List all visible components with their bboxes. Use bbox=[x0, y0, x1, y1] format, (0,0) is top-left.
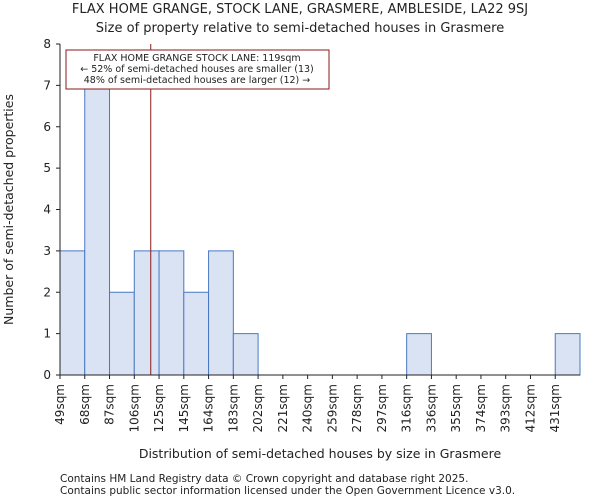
bar-106sqm bbox=[133, 250, 160, 376]
x-tick-label: 259sqm bbox=[325, 384, 339, 432]
chart-title-address: FLAX HOME GRANGE, STOCK LANE, GRASMERE, … bbox=[71, 2, 529, 17]
x-ticks: 49sqm 68sqm 87sqm 106sqm 125sqm 145sqm 164sqm 1… bbox=[53, 375, 562, 432]
y-tick-label: 8 bbox=[43, 37, 51, 51]
y-tick-label: 5 bbox=[43, 161, 51, 175]
footer-copyright: Contains HM Land Registry data © Crown c… bbox=[60, 473, 469, 485]
x-tick-label: 393sqm bbox=[499, 384, 513, 432]
chart-title: Size of property relative to semi-detach… bbox=[95, 21, 505, 36]
bar-316sqm bbox=[406, 333, 432, 376]
x-tick-label: 374sqm bbox=[474, 384, 488, 432]
y-tick-label: 4 bbox=[43, 203, 51, 217]
annotation-line-3: 48% of semi-detached houses are larger (… bbox=[84, 75, 311, 86]
annotation-line-1: FLAX HOME GRANGE STOCK LANE: 119sqm bbox=[93, 53, 300, 64]
x-tick-label: 49sqm bbox=[53, 384, 67, 425]
bars-group bbox=[59, 84, 581, 376]
y-tick-label: 7 bbox=[43, 78, 51, 92]
x-tick-label: 68sqm bbox=[78, 384, 92, 425]
x-tick-label: 355sqm bbox=[449, 384, 463, 432]
x-tick-label: 336sqm bbox=[424, 384, 438, 432]
x-tick-label: 106sqm bbox=[127, 384, 141, 432]
x-tick-label: 221sqm bbox=[276, 384, 290, 432]
annotation-border bbox=[65, 49, 330, 90]
x-tick-label: 87sqm bbox=[103, 384, 117, 425]
bar-68sqm bbox=[84, 84, 111, 376]
x-tick-label: 240sqm bbox=[301, 384, 315, 432]
x-tick-label: 183sqm bbox=[226, 384, 240, 432]
x-tick-label: 412sqm bbox=[523, 384, 537, 432]
x-tick-label: 164sqm bbox=[202, 384, 216, 432]
x-axis-label: Distribution of semi-detached houses by … bbox=[139, 446, 502, 461]
annotation-box: FLAX HOME GRANGE STOCK LANE: 119sqm ← 52… bbox=[65, 49, 330, 90]
y-ticks: 0 1 2 3 4 5 6 7 8 bbox=[43, 37, 60, 382]
y-tick-label: 2 bbox=[43, 285, 51, 299]
x-tick-label: 297sqm bbox=[375, 384, 389, 432]
y-axis-label: Number of semi-detached properties bbox=[1, 94, 16, 325]
y-tick-label: 3 bbox=[43, 244, 51, 258]
bar-125sqm bbox=[158, 250, 185, 376]
bar-145sqm bbox=[183, 291, 210, 376]
bar-49sqm bbox=[59, 250, 86, 376]
x-tick-label: 125sqm bbox=[152, 384, 166, 432]
x-tick-label: 431sqm bbox=[548, 384, 562, 432]
bar-87sqm bbox=[109, 291, 135, 376]
histogram-chart: 0 1 2 3 4 5 6 7 8 49sqm 68sqm 87sqm 106sqm 125sqm 145… bbox=[1, 37, 581, 461]
annotation-line-2: ← 52% of semi-detached houses are smalle… bbox=[80, 64, 314, 75]
x-tick-label: 316sqm bbox=[400, 384, 414, 432]
x-tick-label: 202sqm bbox=[251, 384, 265, 432]
x-tick-label: 145sqm bbox=[177, 384, 191, 432]
x-tick-label: 278sqm bbox=[350, 384, 364, 432]
bar-183sqm bbox=[232, 333, 259, 376]
footer-licence: Contains public sector information licen… bbox=[60, 485, 516, 497]
bar-164sqm bbox=[208, 250, 234, 376]
y-tick-label: 0 bbox=[43, 368, 51, 382]
bar-431sqm bbox=[554, 333, 581, 376]
y-tick-label: 1 bbox=[43, 327, 51, 341]
y-tick-label: 6 bbox=[43, 120, 51, 134]
